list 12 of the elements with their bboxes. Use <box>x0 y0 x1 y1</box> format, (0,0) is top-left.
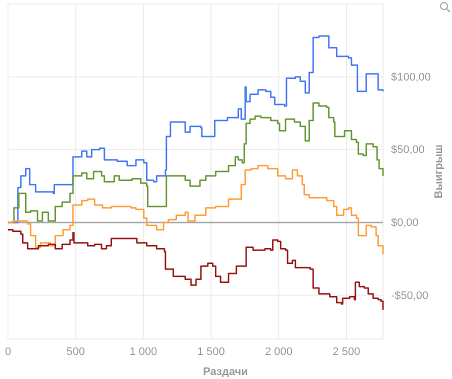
y-tick-label: $50,00 <box>391 144 425 156</box>
y-tick-label: $0,00 <box>391 217 419 229</box>
x-tick-label: 2 000 <box>264 346 293 358</box>
y-axis-title: Выигрыш <box>433 144 445 198</box>
x-axis-title: Раздачи <box>203 366 248 378</box>
y-tick-label: $100,00 <box>391 71 431 84</box>
x-tick-label: 1 500 <box>197 346 225 358</box>
x-tick-label: 2 500 <box>332 346 360 358</box>
y-tick-label: -$50,00 <box>391 290 428 302</box>
x-tick-label: 500 <box>66 346 85 358</box>
x-tick-label: 1 000 <box>130 346 158 358</box>
x-tick-label: 0 <box>4 346 12 358</box>
